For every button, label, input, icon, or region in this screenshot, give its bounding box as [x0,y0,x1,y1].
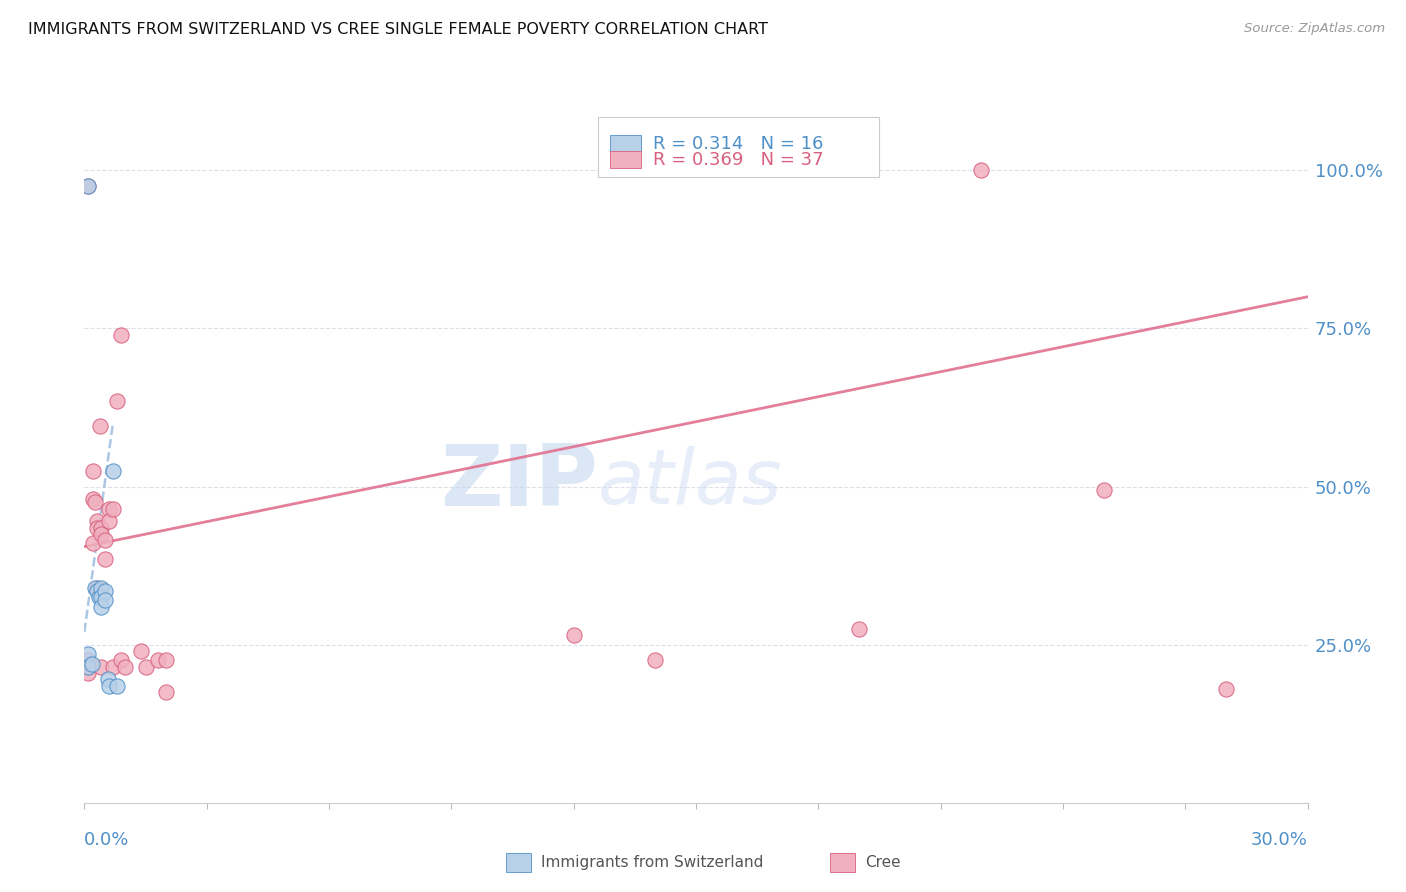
Point [77,660,100,674]
Point [86,583,108,598]
Point [82,492,104,507]
Point [101,501,124,516]
Point [76,179,98,194]
Point [83,581,105,595]
Point [1215,681,1237,696]
Point [131,644,153,658]
Point [848,622,870,636]
Point [97,679,120,693]
Point [562,628,585,642]
Point [110,327,132,342]
Point [105,679,128,693]
Point [146,653,169,667]
Point [155,685,177,699]
Point [76,179,98,194]
Point [77,653,100,667]
Point [82,464,104,478]
Point [77,666,100,681]
FancyBboxPatch shape [610,135,641,153]
Point [93,583,117,598]
Point [114,660,136,674]
Point [86,514,108,528]
Point [87,591,110,605]
Point [93,552,117,566]
FancyBboxPatch shape [598,118,880,177]
Point [135,660,157,674]
Text: Cree: Cree [865,855,900,870]
Point [93,593,117,607]
Text: Source: ZipAtlas.com: Source: ZipAtlas.com [1244,22,1385,36]
Point [101,464,124,478]
Text: ZIP: ZIP [440,442,598,524]
Point [644,653,666,667]
Point [90,660,112,674]
Point [970,163,993,178]
Point [90,599,112,614]
Point [90,581,112,595]
Point [93,533,117,548]
Text: IMMIGRANTS FROM SWITZERLAND VS CREE SINGLE FEMALE POVERTY CORRELATION CHART: IMMIGRANTS FROM SWITZERLAND VS CREE SING… [28,22,768,37]
Point [83,495,105,509]
Text: 0.0%: 0.0% [84,830,129,848]
Point [1092,483,1115,497]
FancyBboxPatch shape [610,151,641,169]
Point [110,653,132,667]
Point [86,521,108,535]
Text: 30.0%: 30.0% [1251,830,1308,848]
Point [90,591,112,605]
Point [82,536,104,550]
Text: R = 0.369   N = 37: R = 0.369 N = 37 [654,151,824,169]
Point [101,660,124,674]
Point [77,660,100,674]
Point [97,514,120,528]
Text: atlas: atlas [598,446,783,520]
Point [105,394,128,409]
Point [89,419,111,434]
Point [80,657,103,671]
Point [97,673,120,687]
Point [86,581,108,595]
Point [155,653,177,667]
Point [77,647,100,661]
Point [97,501,120,516]
Text: R = 0.314   N = 16: R = 0.314 N = 16 [654,135,824,153]
Point [90,527,112,541]
Text: Immigrants from Switzerland: Immigrants from Switzerland [541,855,763,870]
Point [90,521,112,535]
Point [79,657,101,671]
